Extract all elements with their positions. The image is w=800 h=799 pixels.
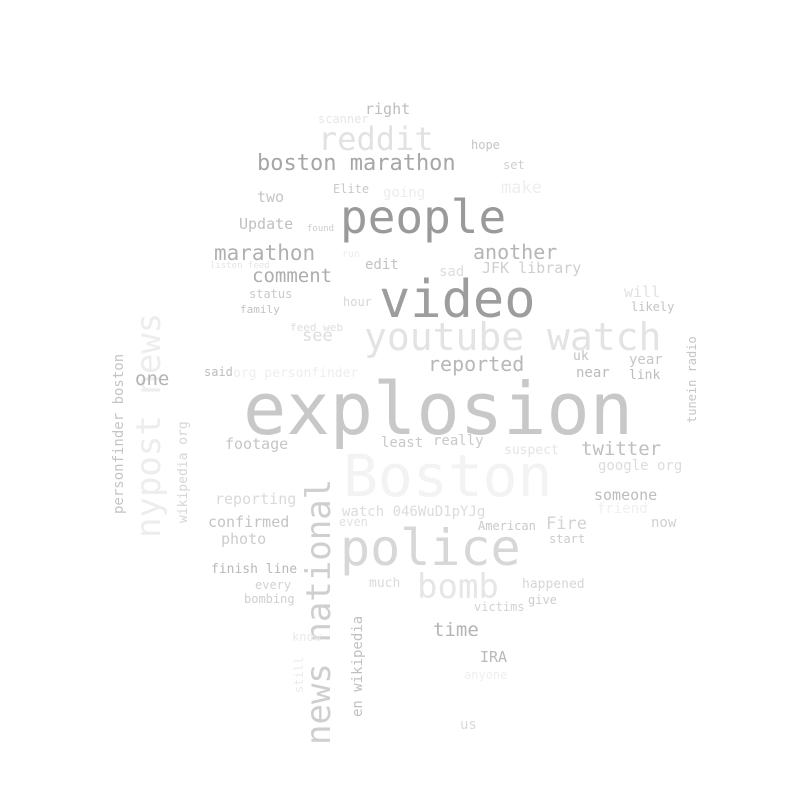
word-now: now [651,515,677,531]
word-boston: Boston [343,442,553,510]
word-really: really [433,433,484,449]
word-still: still [292,656,306,693]
word-boston-marathon: boston marathon [257,151,456,176]
word-fire: Fire [546,514,587,534]
word-en-wikipedia: en wikipedia [350,615,366,717]
word-friend: friend [597,501,648,517]
word-suspect: suspect [504,443,559,458]
word-explosion: explosion [243,367,634,451]
word-uk: uk [573,349,589,364]
word-finish-line: finish line [211,562,298,577]
word-marathon: marathon [214,241,316,265]
word-hour: hour [343,295,372,309]
word-update: Update [239,215,294,233]
word-hope: hope [471,138,500,152]
word-status: status [249,287,293,301]
word-scanner: scanner [318,112,369,126]
word-feed-web: feed web [290,321,343,334]
word-tunein-radio: tunein radio [685,336,699,423]
word-likely: likely [631,300,675,314]
word-listen-feed: listen feed [210,261,270,271]
word-us: us [460,717,477,733]
word-twitter: twitter [581,438,662,460]
word-video: video [379,270,536,330]
word-give: give [528,593,557,607]
word-wikipedia-org: wikipedia org [176,421,191,523]
word-bombing: bombing [244,592,295,606]
word-victims: victims [474,600,525,614]
word-even: even [339,515,368,529]
word-people: people [340,190,507,244]
word-american: American [478,519,536,533]
word-see: see [302,326,333,346]
word-least: least [381,435,424,451]
word-someone: someone [594,486,658,504]
word-reported: reported [428,352,525,376]
word-reporting: reporting [215,490,297,508]
word-police: police [340,519,521,577]
word-every: every [255,578,292,592]
word-time: time [433,619,479,641]
word-news-national: news national [299,478,339,745]
word-one: one [135,368,170,390]
word-bomb: bomb [417,567,499,607]
word-org-personfinder: org personfinder [233,366,359,381]
word-elite: Elite [333,182,370,196]
word-photo: photo [221,530,267,548]
word-going: going [383,185,426,201]
word-family: family [240,303,280,316]
word-reddit: reddit [318,120,434,158]
word-ira: IRA [480,648,508,666]
word-personfinder-boston: personfinder boston [111,353,127,514]
word-said: said [204,365,233,379]
word-confirmed: confirmed [208,513,290,531]
word-another: another [473,240,558,264]
word-right: right [365,100,411,118]
word-know: know [292,630,321,644]
word-nypost-news: nypost news [129,312,169,538]
word-comment: comment [252,265,333,287]
word-year: year [629,352,663,368]
word-set: set [503,158,525,172]
word-jfk-library: JFK library [482,259,582,277]
word-footage: footage [225,435,289,453]
word-run: run [342,249,361,260]
word-google-org: google org [598,458,683,474]
word-start: start [549,532,586,546]
word-anyone: anyone [464,668,508,682]
word-near: near [576,365,610,381]
word-much: much [369,576,401,591]
word-found: found [307,224,335,234]
word-link: link [629,368,661,383]
word-watch-id: watch 046WuD1pYJg [342,504,486,520]
word-make: make [501,178,542,198]
word-edit: edit [365,257,399,273]
word-happened: happened [522,577,585,592]
word-youtube-watch: youtube watch [364,315,662,359]
word-two: two [257,188,285,206]
word-sad: sad [439,264,465,280]
word-will: will [624,283,661,301]
